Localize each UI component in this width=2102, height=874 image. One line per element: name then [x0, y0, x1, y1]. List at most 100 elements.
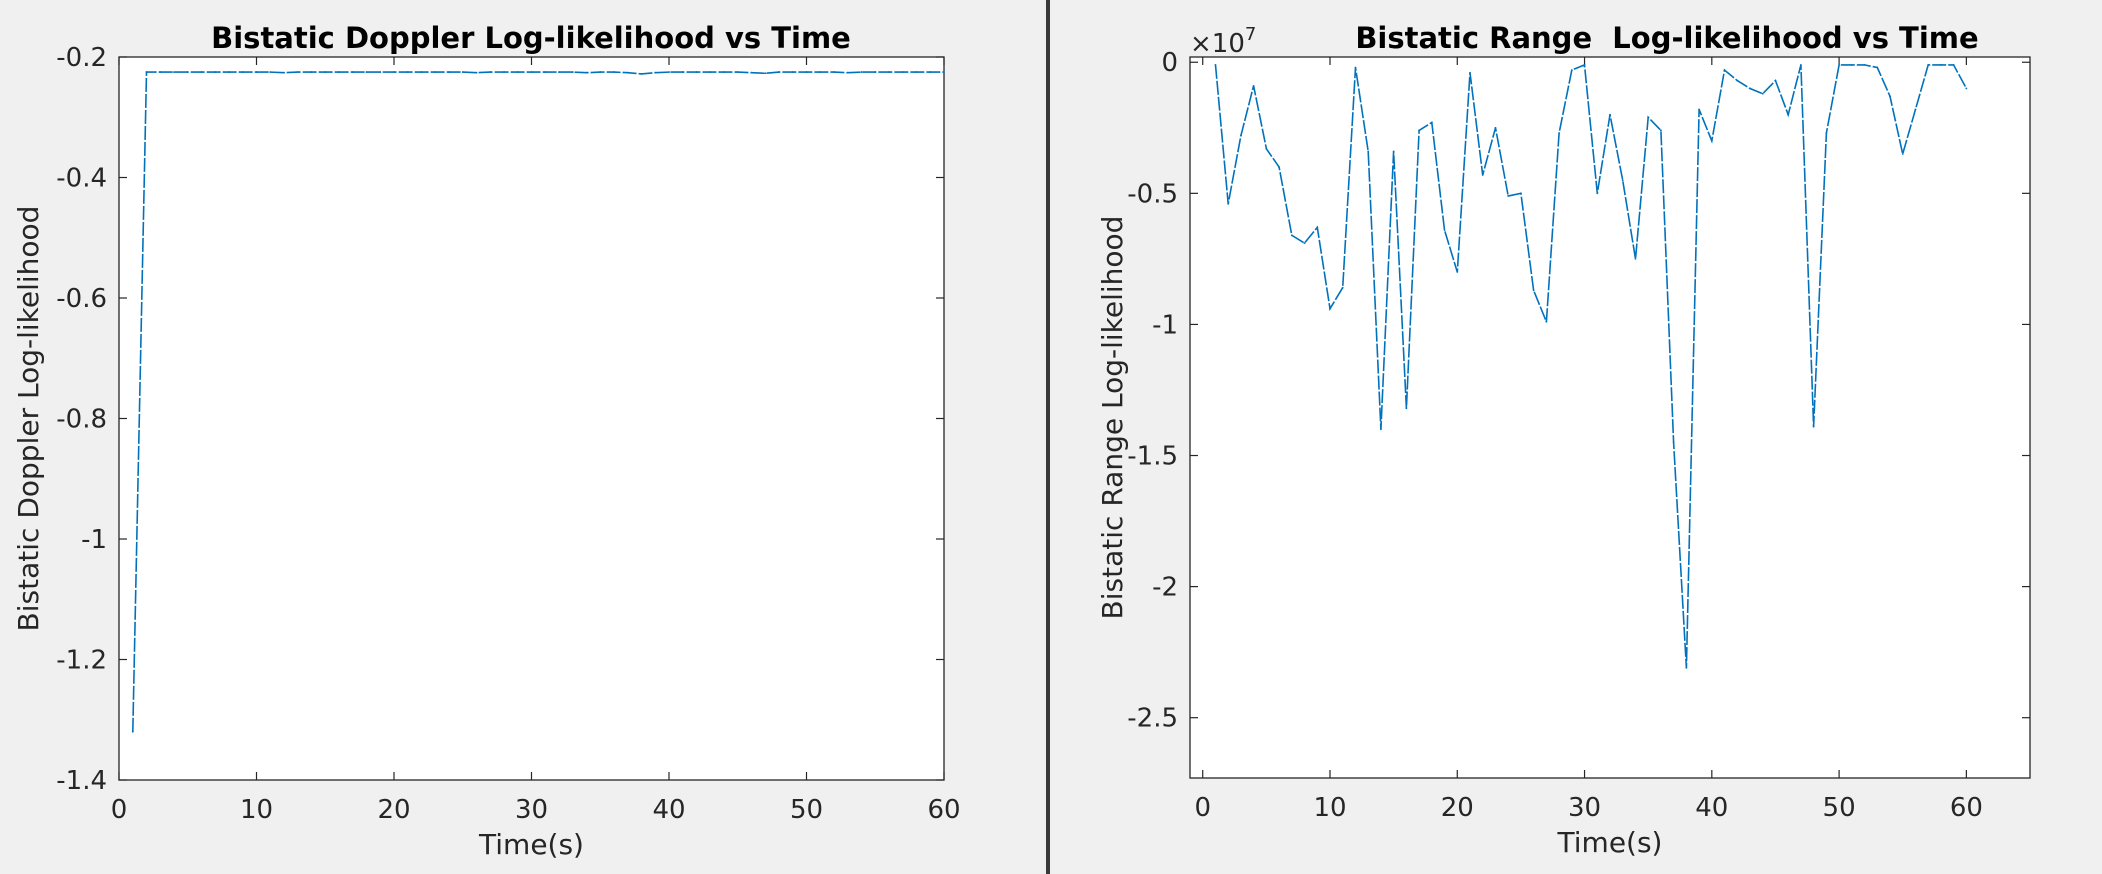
y-tick-label: -2.5 — [1127, 704, 1178, 734]
data-point — [1710, 139, 1713, 142]
data-point — [1265, 147, 1268, 150]
data-point — [131, 730, 134, 733]
data-point — [1392, 150, 1395, 153]
data-point — [1774, 79, 1777, 82]
data-point — [1685, 666, 1688, 669]
data-point — [654, 71, 657, 74]
data-point — [1520, 192, 1522, 195]
data-point — [1558, 132, 1560, 134]
data-point — [585, 71, 588, 74]
range-chart: Bistatic Range Log-likelihood vs Time Ti… — [1096, 21, 2031, 859]
data-point — [1927, 63, 1930, 66]
plot-area — [119, 57, 944, 780]
data-point — [736, 71, 739, 73]
data-point — [1481, 174, 1484, 176]
left-figure-panel: Bistatic Doppler Log-likelihood vs Time … — [0, 0, 1046, 874]
data-point — [241, 71, 244, 73]
y-tick-label: -0.2 — [56, 43, 107, 73]
y-tick-label: -0.6 — [56, 284, 107, 314]
data-point — [406, 71, 409, 73]
data-point — [1354, 66, 1357, 69]
data-point — [791, 71, 794, 73]
y-tick-label: -2 — [1152, 573, 1178, 603]
data-point — [1800, 63, 1802, 66]
y-axis-label: Bistatic Doppler Log-likelihood — [12, 206, 45, 632]
data-point — [819, 71, 822, 73]
chart-title: Bistatic Range Log-likelihood vs Time — [1355, 21, 1978, 55]
data-point — [1749, 87, 1751, 90]
data-point — [695, 71, 698, 73]
x-tick-label: 30 — [1568, 793, 1601, 823]
data-point — [1723, 69, 1726, 72]
data-point — [228, 71, 230, 73]
data-point — [1863, 63, 1866, 66]
data-point — [805, 71, 808, 73]
data-point — [626, 71, 629, 74]
data-point — [1825, 132, 1828, 134]
data-point — [1303, 242, 1306, 245]
data-point — [888, 71, 890, 73]
data-point — [1698, 108, 1700, 111]
exponent-prefix: × — [1190, 29, 1212, 59]
y-tick-label: -0.4 — [56, 164, 107, 194]
data-point — [379, 71, 382, 73]
data-point — [1621, 179, 1624, 182]
data-point — [1380, 428, 1382, 431]
right-figure-panel: Bistatic Range Log-likelihood vs Time Ti… — [1050, 0, 2102, 874]
data-point — [1227, 202, 1230, 205]
data-point — [489, 71, 492, 73]
data-point — [778, 71, 780, 73]
data-point — [943, 71, 945, 73]
axes-box — [1189, 56, 2031, 779]
x-tick-label: 20 — [377, 795, 410, 825]
data-point — [420, 71, 423, 73]
x-axis-label: Time(s) — [478, 828, 584, 861]
x-tick-label: 40 — [652, 795, 685, 825]
data-point — [503, 71, 505, 73]
data-point — [1290, 234, 1293, 237]
y-tick-label: 0 — [1161, 48, 1178, 78]
data-point — [1812, 425, 1815, 428]
x-tick-label: 30 — [515, 795, 548, 825]
data-point — [613, 71, 615, 73]
data-point — [1240, 134, 1242, 137]
data-point — [1443, 229, 1446, 231]
data-point — [544, 71, 547, 73]
data-point — [1252, 84, 1255, 87]
data-point — [186, 71, 189, 73]
data-point — [1609, 113, 1611, 116]
data-point — [310, 71, 313, 73]
data-point — [516, 71, 519, 73]
data-point — [200, 71, 203, 73]
data-point — [681, 71, 684, 73]
data-point — [1634, 257, 1637, 260]
data-point — [1367, 150, 1370, 153]
y-tick-label: -0.8 — [56, 405, 107, 435]
figure-divider[interactable] — [1046, 0, 1050, 874]
data-point — [1736, 79, 1739, 82]
data-point — [283, 71, 285, 74]
data-point — [1405, 407, 1408, 410]
data-point — [1761, 92, 1764, 95]
data-point — [1545, 320, 1548, 323]
y-tick-label: -0.5 — [1127, 179, 1178, 209]
data-point — [1583, 63, 1586, 66]
data-point — [269, 71, 272, 73]
doppler-chart: Bistatic Doppler Log-likelihood vs Time … — [12, 21, 961, 861]
data-point — [1940, 63, 1942, 66]
y-tick-label: -1 — [1152, 310, 1178, 340]
data-point — [296, 71, 299, 73]
data-point — [668, 71, 670, 73]
data-point — [1901, 153, 1904, 155]
data-point — [173, 71, 175, 73]
data-point — [1430, 121, 1433, 124]
series-line — [1214, 63, 1968, 668]
data-point — [1532, 289, 1535, 292]
data-point — [1965, 87, 1968, 90]
data-point — [1914, 108, 1917, 111]
data-point — [750, 71, 753, 74]
data-point — [833, 71, 835, 73]
data-point — [846, 71, 849, 74]
data-point — [338, 71, 340, 73]
y-axis-label: Bistatic Range Log-likelihood — [1096, 216, 1129, 620]
